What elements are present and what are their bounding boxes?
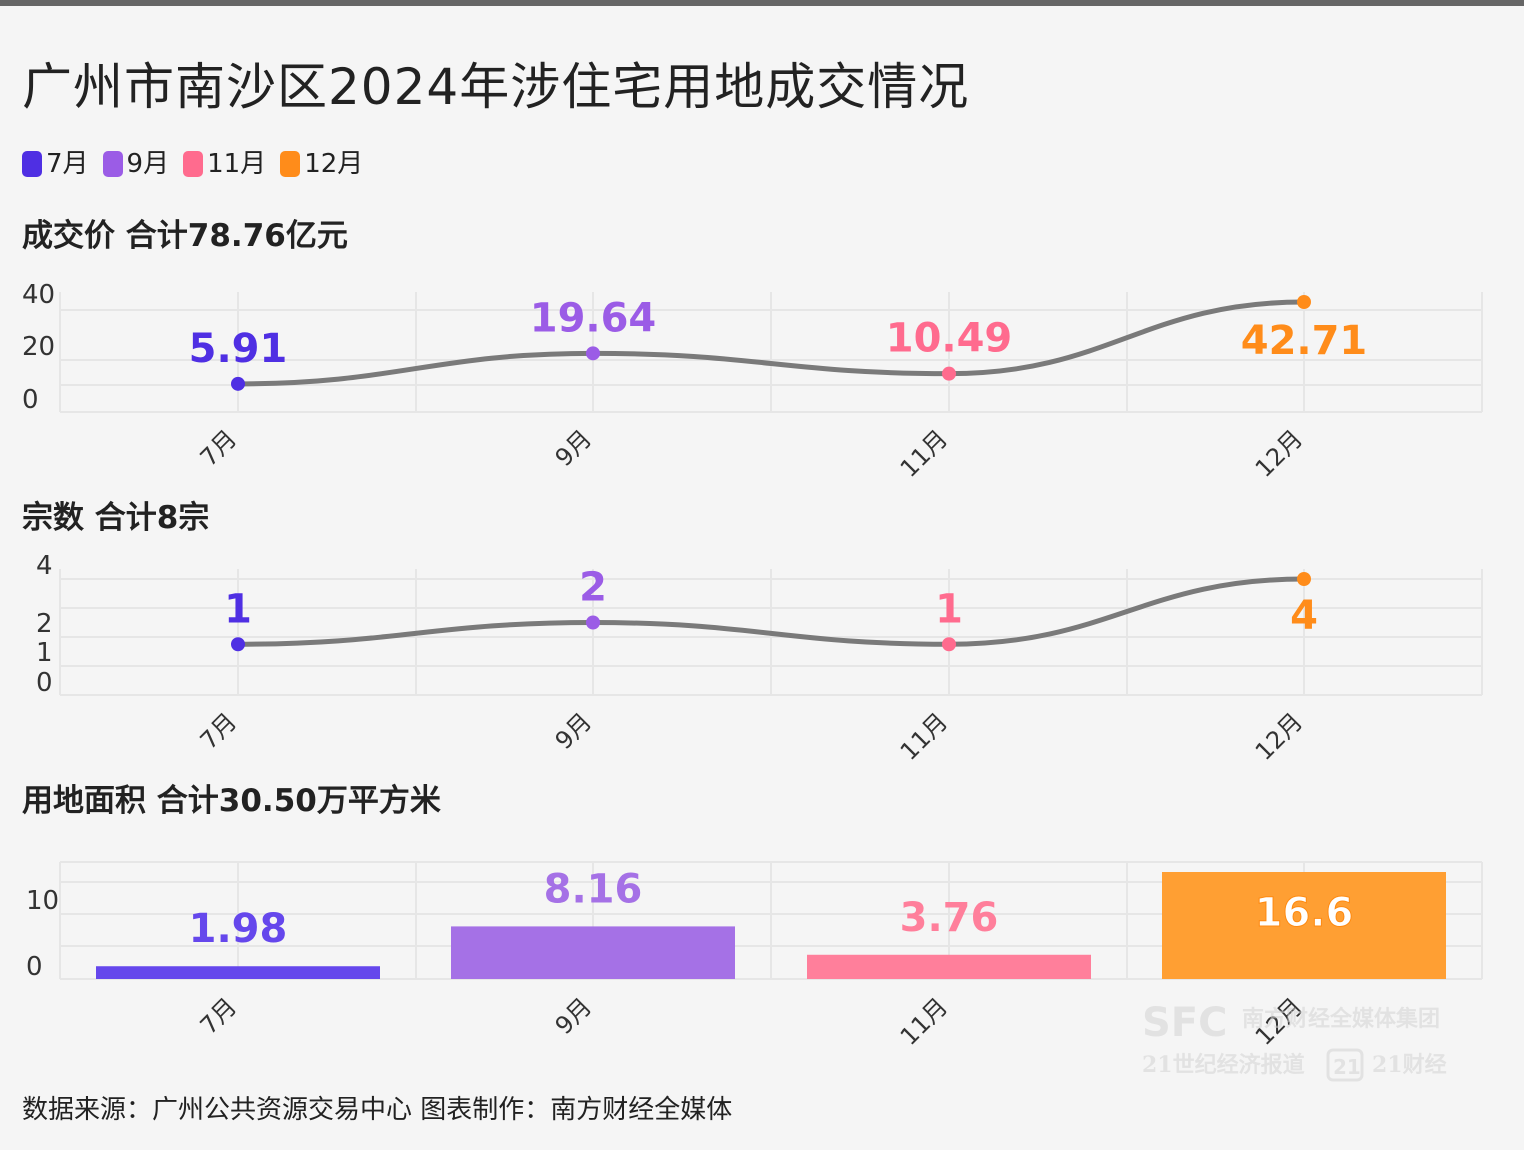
legend-label: 9月 — [126, 149, 170, 179]
watermark-badge-box — [1326, 1048, 1364, 1082]
legend-swatch — [183, 151, 204, 177]
y-tick-label: 10 — [26, 886, 59, 916]
data-point — [586, 615, 600, 630]
data-point — [586, 346, 600, 361]
legend-item-jul: 7月 — [22, 146, 89, 182]
legend-item-dec: 12月 — [280, 146, 363, 182]
page-title: 广州市南沙区2024年涉住宅用地成交情况 — [22, 58, 970, 116]
x-tick-label: 7月 — [195, 424, 243, 472]
series-line — [235, 576, 1307, 647]
price-chart-title: 成交价 合计78.76亿元 — [22, 218, 348, 254]
x-tick-label: 9月 — [550, 424, 598, 472]
count-chart-title: 宗数 合计8宗 — [22, 500, 210, 536]
x-tick-label: 12月 — [1250, 707, 1308, 765]
data-point — [1297, 572, 1311, 586]
data-point — [942, 366, 956, 381]
bar-value-label: 8.16 — [544, 866, 643, 912]
watermark-logo: SFC — [1142, 1000, 1228, 1046]
x-tick-label: 9月 — [550, 707, 598, 755]
watermark-badge: 21 — [1333, 1055, 1361, 1079]
legend-item-nov: 11月 — [183, 146, 266, 182]
bar — [96, 966, 380, 979]
media-group-watermark: SFC 南方财经全媒体集团 21世纪经济报道 21 21财经 — [1142, 1000, 1447, 1082]
data-point — [231, 376, 245, 391]
y-tick-label: 40 — [22, 280, 55, 310]
data-label: 2 — [579, 565, 607, 611]
x-tick-label: 7月 — [195, 707, 243, 755]
legend-label: 7月 — [46, 149, 89, 179]
data-point — [1297, 295, 1311, 309]
bar — [1162, 872, 1446, 979]
bar-value-label: 1.98 — [189, 906, 288, 952]
y-tick-label: 2 — [36, 609, 53, 639]
bar — [451, 926, 735, 979]
data-point — [942, 637, 956, 652]
data-label: 5.91 — [189, 326, 288, 372]
legend-swatch — [280, 151, 301, 177]
data-label: 1 — [224, 586, 252, 632]
y-tick-label: 4 — [36, 551, 53, 581]
data-label: 4 — [1290, 593, 1318, 639]
data-label: 10.49 — [886, 316, 1013, 362]
x-tick-label: 9月 — [550, 992, 598, 1040]
bar — [807, 954, 1091, 979]
top-border — [0, 0, 1524, 6]
y-tick-label: 0 — [26, 952, 43, 982]
data-label: 1 — [935, 586, 963, 632]
y-tick-label: 0 — [36, 668, 53, 698]
legend-swatch — [22, 151, 42, 177]
legend-label: 11月 — [207, 149, 267, 179]
data-label: 19.64 — [530, 295, 657, 341]
x-tick-label: 12月 — [1250, 424, 1308, 482]
data-label: 42.71 — [1241, 318, 1368, 364]
price-line-chart: 7月 9月 11月 12月 0 20 40 5.91 19.64 10.49 42.71 — [22, 280, 1483, 483]
x-tick-label: 7月 — [195, 992, 243, 1040]
legend-label: 12月 — [304, 149, 364, 179]
source-footer: 数据来源：广州公共资源交易中心 图表制作：南方财经全媒体 — [22, 1095, 733, 1125]
watermark-group-name: 南方财经全媒体集团 — [1242, 1006, 1440, 1032]
data-point — [231, 637, 245, 652]
area-chart-title: 用地面积 合计30.50万平方米 — [22, 783, 441, 819]
watermark-left-text: 21世纪经济报道 — [1142, 1052, 1305, 1078]
watermark-right-text: 21财经 — [1372, 1052, 1447, 1078]
x-tick-label: 11月 — [895, 424, 953, 482]
bar-value-label: 3.76 — [900, 895, 999, 941]
legend-swatch — [102, 151, 123, 177]
x-tick-label: 11月 — [895, 992, 953, 1050]
x-tick-label: 11月 — [895, 707, 953, 765]
y-tick-label: 1 — [36, 638, 53, 668]
series-line — [235, 299, 1307, 387]
bar-value-label: 16.6 — [1255, 890, 1354, 936]
legend-item-sep: 9月 — [102, 146, 170, 182]
legend: 7月 9月 11月 12月 — [22, 146, 377, 182]
y-tick-label: 0 — [22, 385, 39, 415]
y-tick-label: 20 — [22, 332, 55, 362]
